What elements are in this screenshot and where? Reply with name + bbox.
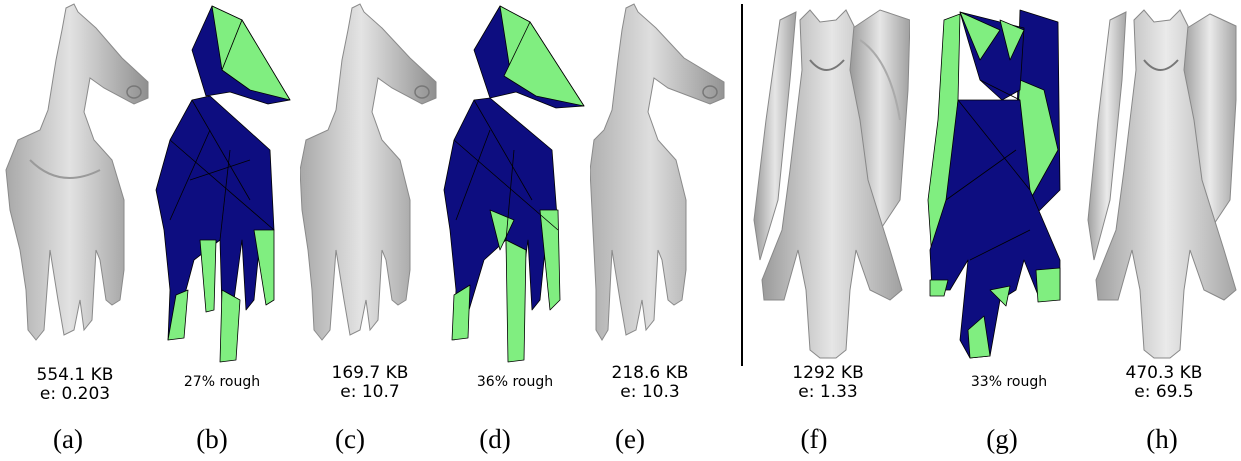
error-label: e: 69.5 xyxy=(1134,382,1194,402)
file-size-label: 169.7 KB xyxy=(331,363,409,383)
panel-a: 554.1 KB e: 0.203 (a) xyxy=(0,0,150,461)
griffin-rough-render xyxy=(927,9,1061,359)
panel-label: (a) xyxy=(53,424,83,454)
file-size-label: 1292 KB xyxy=(792,363,864,383)
panel-g: 33% rough (g) xyxy=(920,0,1070,461)
divider-line xyxy=(741,4,743,366)
error-label: e: 10.7 xyxy=(340,382,400,402)
rough-percentage-label: 27% rough xyxy=(183,374,261,390)
panel-label: (b) xyxy=(196,424,228,454)
panel-label: (h) xyxy=(1146,424,1178,454)
horse-rough-render xyxy=(155,5,291,363)
panel-label: (e) xyxy=(615,424,645,454)
panel-label: (c) xyxy=(335,424,365,454)
panel-b: 27% rough (b) xyxy=(150,0,300,461)
panel-label: (g) xyxy=(986,424,1018,454)
horse-shaded-render xyxy=(590,3,725,341)
file-size-label: 554.1 KB xyxy=(36,365,114,385)
horse-rough-render xyxy=(443,5,585,363)
panel-d: 36% rough (d) xyxy=(440,0,590,461)
horse-shaded-render xyxy=(5,3,149,341)
error-label: e: 1.33 xyxy=(798,382,858,402)
panel-h: 470.3 KB e: 69.5 (h) xyxy=(1080,0,1241,461)
error-label: e: 0.203 xyxy=(39,384,111,404)
error-label: e: 10.3 xyxy=(620,382,680,402)
panel-c: 169.7 KB e: 10.7 (c) xyxy=(300,0,450,461)
file-size-label: 218.6 KB xyxy=(611,363,689,383)
griffin-shaded-render xyxy=(753,9,910,359)
horse-shaded-render xyxy=(300,3,437,341)
panel-label: (f) xyxy=(800,424,828,454)
panel-e: 218.6 KB e: 10.3 (e) xyxy=(590,0,740,461)
panel-label: (d) xyxy=(479,424,511,454)
panel-f: 1292 KB e: 1.33 (f) xyxy=(750,0,910,461)
rough-percentage-label: 36% rough xyxy=(476,374,554,390)
griffin-shaded-render xyxy=(1087,9,1237,359)
file-size-label: 470.3 KB xyxy=(1125,363,1203,383)
rough-percentage-label: 33% rough xyxy=(970,374,1048,390)
